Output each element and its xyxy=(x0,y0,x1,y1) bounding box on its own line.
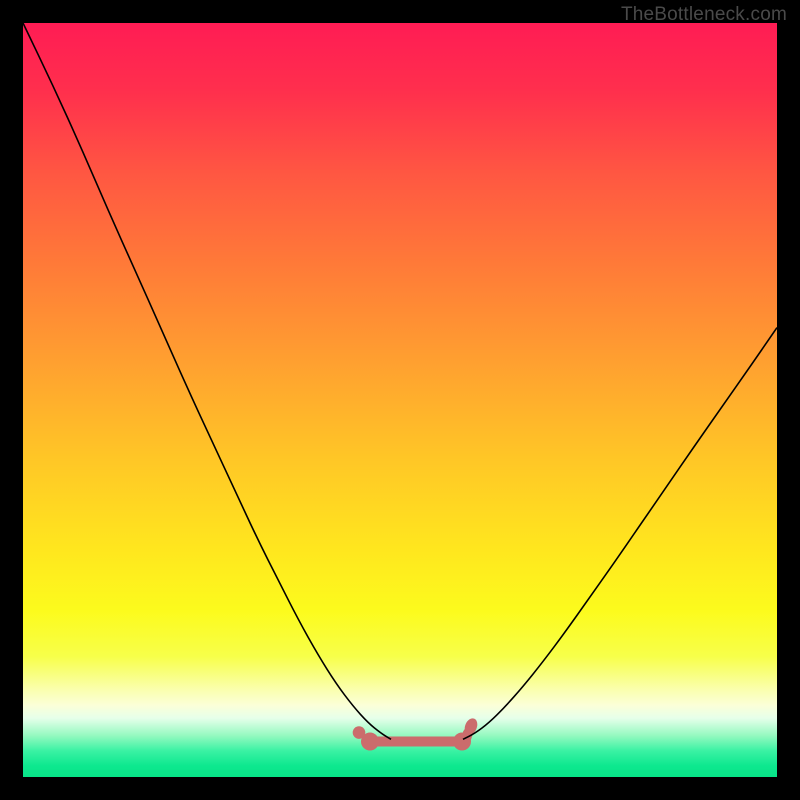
chart-frame: TheBottleneck.com xyxy=(0,0,800,800)
plot-area xyxy=(23,23,777,777)
watermark-text: TheBottleneck.com xyxy=(621,4,787,26)
gradient-background xyxy=(23,23,777,777)
plot-svg xyxy=(23,23,777,777)
